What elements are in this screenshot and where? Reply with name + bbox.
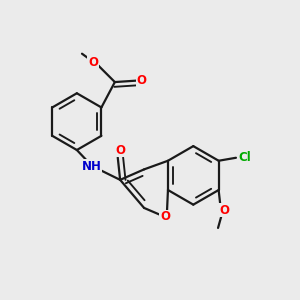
Text: O: O <box>219 203 229 217</box>
Text: O: O <box>137 74 147 87</box>
Text: Cl: Cl <box>238 151 251 164</box>
Text: O: O <box>160 210 170 224</box>
Text: O: O <box>116 143 126 157</box>
Text: NH: NH <box>82 160 102 173</box>
Text: O: O <box>88 56 98 69</box>
